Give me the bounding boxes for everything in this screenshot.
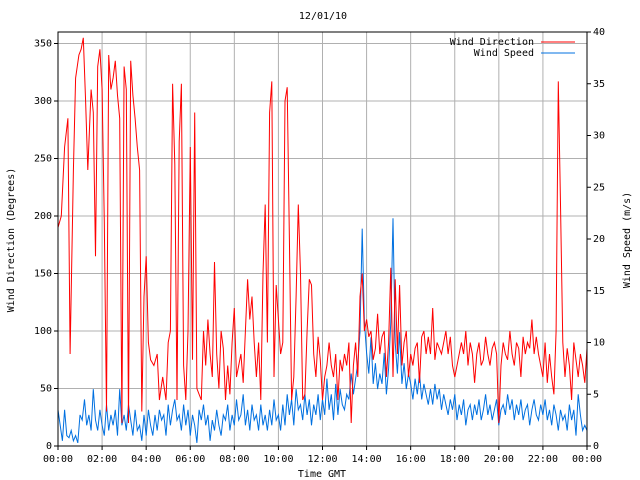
- left-axis-ticks: 0 50 100 150 200 250 300 350: [34, 39, 58, 452]
- chart-title: 12/01/10: [299, 11, 347, 22]
- left-tick-label: 100: [34, 326, 52, 337]
- x-tick-label: 20:00: [484, 454, 514, 465]
- x-tick-label: 12:00: [307, 454, 337, 465]
- x-axis-label: Time GMT: [298, 469, 346, 480]
- left-tick-label: 300: [34, 96, 52, 107]
- left-tick-label: 50: [40, 384, 52, 395]
- left-tick-label: 350: [34, 39, 52, 50]
- left-tick-label: 250: [34, 154, 52, 165]
- x-tick-label: 06:00: [175, 454, 205, 465]
- right-tick-label: 20: [593, 234, 605, 245]
- x-tick-label: 22:00: [528, 454, 558, 465]
- right-axis-label: Wind Speed (m/s): [622, 192, 633, 288]
- left-tick-label: 200: [34, 211, 52, 222]
- x-axis-ticks: 00:00 02:00 04:00 06:00 08:00 10:00 12:00 14:00…: [43, 446, 602, 465]
- x-tick-label: 16:00: [396, 454, 426, 465]
- right-tick-label: 0: [593, 441, 599, 452]
- x-tick-label: 08:00: [219, 454, 249, 465]
- legend-label-wind-direction: Wind Direction: [450, 37, 534, 48]
- right-tick-label: 25: [593, 182, 605, 193]
- right-tick-label: 10: [593, 338, 605, 349]
- right-tick-label: 35: [593, 79, 605, 90]
- x-tick-label: 18:00: [440, 454, 470, 465]
- left-axis-label: Wind Direction (Degrees): [6, 168, 17, 313]
- wind-direction-line: [57, 37, 588, 424]
- right-tick-label: 15: [593, 286, 605, 297]
- left-tick-label: 0: [46, 441, 52, 452]
- x-tick-label: 04:00: [131, 454, 161, 465]
- right-axis-ticks: 0 5 10 15 20 25 30 35 40: [587, 27, 605, 452]
- right-tick-label: 30: [593, 131, 605, 142]
- x-tick-label: 02:00: [87, 454, 117, 465]
- left-tick-label: 150: [34, 269, 52, 280]
- series-layer: [57, 37, 588, 444]
- right-tick-label: 40: [593, 27, 605, 38]
- x-tick-label: 14:00: [352, 454, 382, 465]
- x-tick-label: 00:00: [572, 454, 602, 465]
- x-tick-label: 00:00: [43, 454, 73, 465]
- legend-label-wind-speed: Wind Speed: [474, 48, 534, 59]
- x-tick-label: 10:00: [263, 454, 293, 465]
- right-tick-label: 5: [593, 389, 599, 400]
